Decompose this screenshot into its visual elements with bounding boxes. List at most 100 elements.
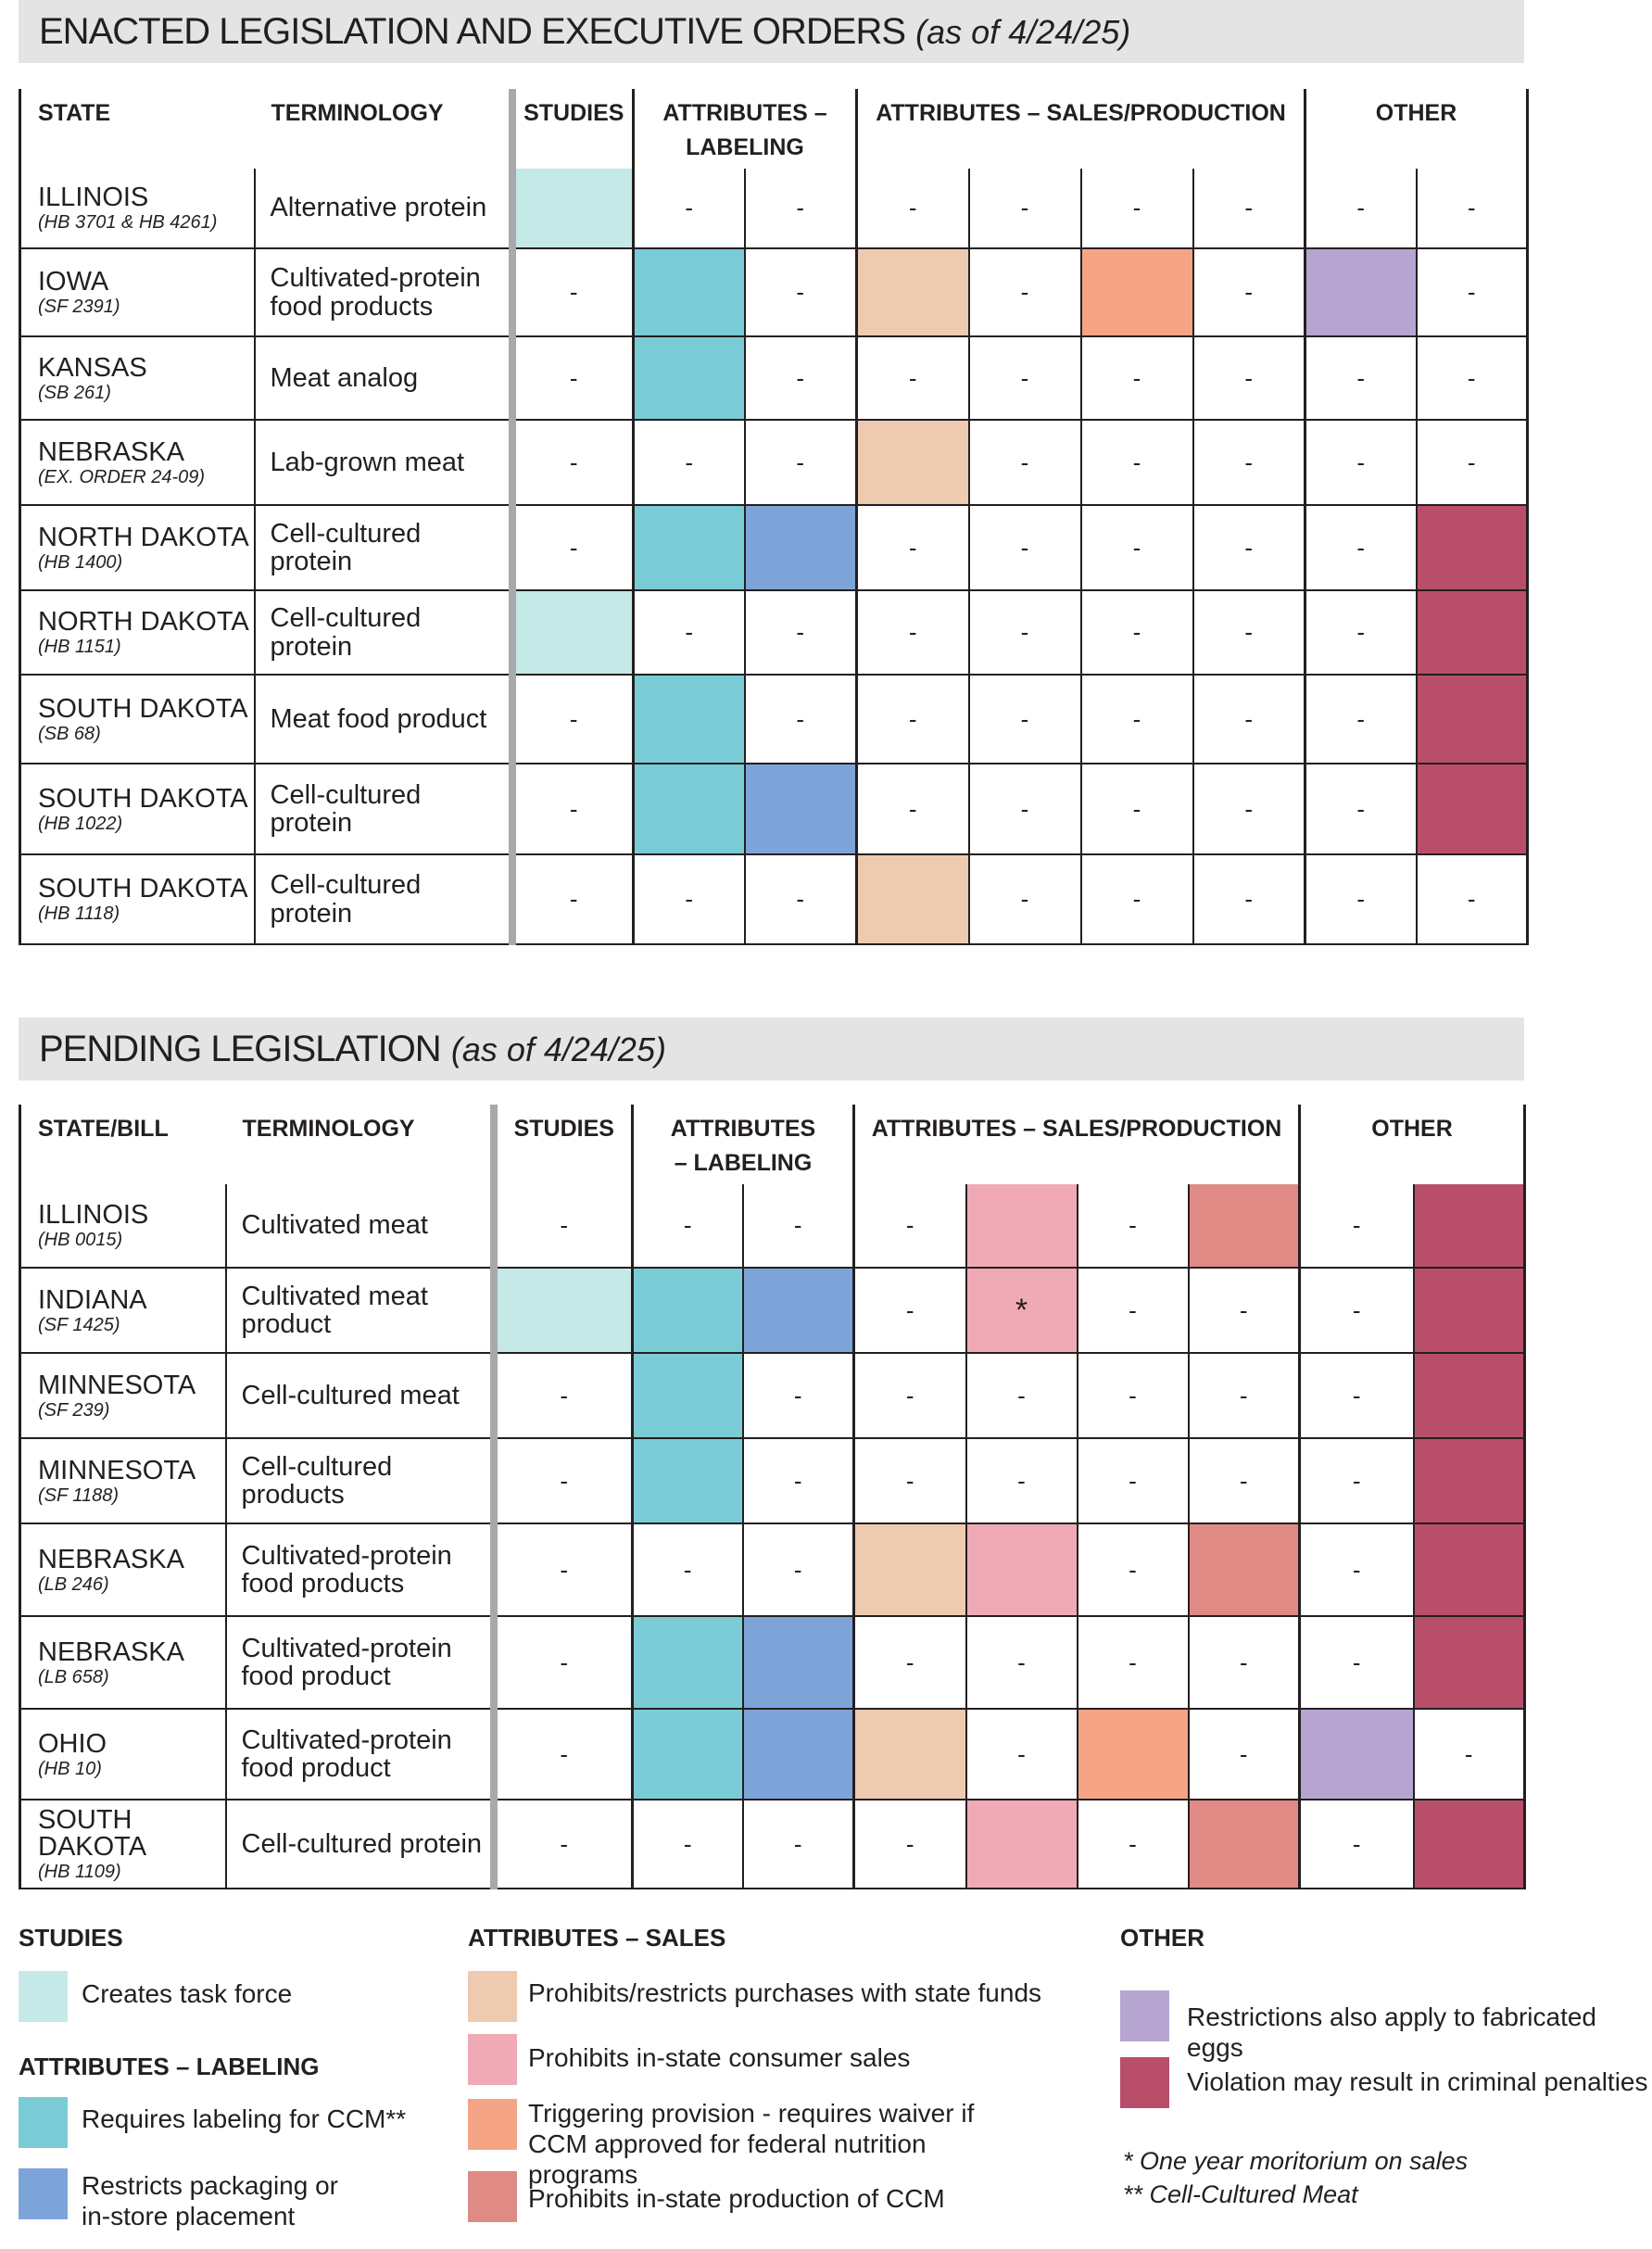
pending-header-state: STATE/BILL bbox=[19, 1105, 226, 1184]
state-name: ILLINOIS bbox=[38, 183, 149, 212]
enacted-state-cell: SOUTH DAKOTA (HB 1022) bbox=[19, 764, 255, 855]
pending-value-cell: - bbox=[489, 1438, 634, 1524]
enacted-value-cell bbox=[1416, 505, 1530, 591]
pending-value-cell: - bbox=[742, 1800, 856, 1889]
state-name: ILLINOIS bbox=[38, 1200, 149, 1230]
enacted-value-cell: - bbox=[508, 675, 635, 764]
pending-table: STATE/BILL TERMINOLOGY STUDIES ATTRIBUTES –… bbox=[19, 1105, 1527, 1889]
bill-number: (HB 1118) bbox=[38, 903, 120, 924]
pending-value-cell: - bbox=[1077, 1353, 1190, 1439]
pending-row: MINNESOTA (SF 239) Cell-cultured meat - - - - -… bbox=[19, 1353, 1527, 1439]
enacted-value-cell: - bbox=[1305, 420, 1418, 506]
enacted-header-terminology: TERMINOLOGY bbox=[271, 100, 444, 126]
state-name: OHIO bbox=[38, 1728, 107, 1759]
pending-value-cell: - bbox=[1299, 1353, 1415, 1439]
enacted-row: IOWA (SF 2391) Cultivated-protein food pro… bbox=[19, 248, 1530, 337]
pending-state-cell: ILLINOIS (HB 0015) bbox=[19, 1184, 226, 1269]
pending-value-cell bbox=[965, 1523, 1078, 1617]
pending-value-cell bbox=[1188, 1800, 1302, 1889]
state-name: NEBRASKA bbox=[38, 1636, 184, 1667]
pending-value-cell bbox=[632, 1438, 744, 1524]
pending-value-cell: - bbox=[965, 1709, 1078, 1800]
enacted-terminology-cell: Cell-cultured protein bbox=[253, 764, 513, 855]
pending-value-cell: - bbox=[1188, 1709, 1302, 1800]
pending-value-cell: - bbox=[1299, 1184, 1415, 1269]
pending-value-cell: - bbox=[965, 1353, 1078, 1439]
pending-value-cell bbox=[1413, 1184, 1527, 1269]
enacted-value-cell: - bbox=[1416, 420, 1530, 506]
pending-value-cell: - bbox=[1188, 1616, 1302, 1710]
pending-value-cell: - bbox=[1299, 1523, 1415, 1617]
enacted-value-cell: - bbox=[968, 764, 1082, 855]
enacted-value-cell: - bbox=[1080, 336, 1194, 421]
state-name: SOUTH DAKOTA bbox=[38, 874, 248, 903]
enacted-value-cell: - bbox=[856, 336, 970, 421]
state-name: MINNESOTA bbox=[38, 1455, 196, 1485]
pending-value-cell bbox=[632, 1709, 744, 1800]
enacted-value-cell bbox=[856, 248, 970, 337]
enacted-value-cell: - bbox=[1305, 505, 1418, 591]
enacted-value-cell: - bbox=[1305, 854, 1418, 945]
enacted-value-cell: - bbox=[744, 675, 859, 764]
pending-value-cell bbox=[965, 1184, 1078, 1269]
enacted-header-sales: ATTRIBUTES – SALES/PRODUCTION bbox=[856, 89, 1307, 169]
pending-state-cell: OHIO (HB 10) bbox=[19, 1709, 226, 1800]
enacted-terminology-cell: Cell-cultured protein bbox=[253, 854, 513, 945]
pending-header-terminology: TERMINOLOGY bbox=[242, 1116, 415, 1142]
pending-value-cell bbox=[1413, 1268, 1527, 1354]
pending-header-labeling: ATTRIBUTES – LABELING bbox=[632, 1105, 856, 1184]
enacted-value-cell: - bbox=[1192, 675, 1307, 764]
enacted-terminology-cell: Cell-cultured protein bbox=[253, 590, 513, 676]
enacted-value-cell bbox=[633, 675, 746, 764]
pending-terminology-cell: Cell-cultured protein bbox=[224, 1800, 495, 1889]
enacted-value-cell: - bbox=[508, 420, 635, 506]
enacted-value-cell bbox=[1416, 764, 1530, 855]
enacted-title: ENACTED LEGISLATION AND EXECUTIVE ORDERS bbox=[39, 11, 906, 52]
enacted-value-cell: - bbox=[968, 590, 1082, 676]
legend-funds-swatch bbox=[468, 1971, 517, 2022]
pending-value-cell: - bbox=[1188, 1438, 1302, 1524]
pending-value-cell bbox=[1413, 1353, 1527, 1439]
state-name: NEBRASKA bbox=[38, 436, 184, 467]
enacted-value-cell: - bbox=[968, 505, 1082, 591]
legend-eggs-swatch bbox=[1120, 1990, 1169, 2041]
pending-value-cell: - bbox=[632, 1800, 744, 1889]
pending-value-cell: - bbox=[1299, 1616, 1415, 1710]
enacted-row: NEBRASKA (EX. ORDER 24-09) Lab-grown meat -… bbox=[19, 420, 1530, 506]
pending-value-cell: - bbox=[1077, 1438, 1190, 1524]
bill-number: (SF 1425) bbox=[38, 1314, 120, 1335]
enacted-value-cell: - bbox=[856, 675, 970, 764]
pending-as-of: (as of 4/24/25) bbox=[450, 1030, 666, 1068]
pending-value-cell: - bbox=[853, 1184, 967, 1269]
pending-value-cell bbox=[742, 1709, 856, 1800]
pending-state-cell: MINNESOTA (SF 1188) bbox=[19, 1438, 226, 1524]
bill-number: (HB 1109) bbox=[38, 1862, 121, 1882]
enacted-value-cell: - bbox=[1416, 336, 1530, 421]
enacted-value-cell: - bbox=[508, 248, 635, 337]
enacted-value-cell bbox=[1416, 675, 1530, 764]
enacted-as-of: (as of 4/24/25) bbox=[915, 13, 1131, 51]
pending-terminology-cell: Cultivated-protein food product bbox=[224, 1709, 495, 1800]
bill-number: (HB 1400) bbox=[38, 551, 123, 573]
pending-state-cell: INDIANA (SF 1425) bbox=[19, 1268, 226, 1354]
state-name: INDIANA bbox=[38, 1284, 147, 1315]
pending-value-cell: - bbox=[489, 1353, 634, 1439]
enacted-row: NORTH DAKOTA (HB 1400) Cell-cultured prote… bbox=[19, 505, 1530, 591]
pending-header-row: STATE/BILL TERMINOLOGY STUDIES ATTRIBUTES –… bbox=[19, 1105, 1527, 1184]
pending-value-cell bbox=[853, 1523, 967, 1617]
bill-number: (HB 1151) bbox=[38, 637, 121, 657]
pending-value-cell: - bbox=[742, 1184, 856, 1269]
pending-value-cell: - bbox=[489, 1184, 634, 1269]
enacted-value-cell: - bbox=[508, 505, 635, 591]
pending-title: PENDING LEGISLATION bbox=[39, 1029, 442, 1069]
enacted-value-cell: - bbox=[508, 764, 635, 855]
pending-value-cell: - bbox=[1413, 1709, 1527, 1800]
enacted-value-cell bbox=[744, 505, 859, 591]
pending-section-title: PENDING LEGISLATION (as of 4/24/25) bbox=[19, 1017, 1524, 1080]
enacted-row: SOUTH DAKOTA (SB 68) Meat food product - - - -… bbox=[19, 675, 1530, 764]
legend-eggs-label: Restrictions also apply to fabricated eg… bbox=[1187, 2003, 1596, 2062]
enacted-value-cell: - bbox=[1305, 675, 1418, 764]
enacted-value-cell: - bbox=[1192, 590, 1307, 676]
pending-value-cell bbox=[742, 1268, 856, 1354]
enacted-value-cell: - bbox=[1305, 590, 1418, 676]
